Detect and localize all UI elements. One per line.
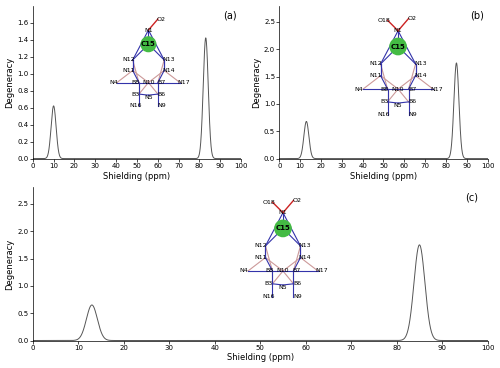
X-axis label: Shielding (ppm): Shielding (ppm) <box>104 171 170 181</box>
X-axis label: Shielding (ppm): Shielding (ppm) <box>226 353 294 362</box>
Text: (c): (c) <box>466 192 478 202</box>
Y-axis label: Degeneracy: Degeneracy <box>6 56 15 108</box>
X-axis label: Shielding (ppm): Shielding (ppm) <box>350 171 417 181</box>
Y-axis label: Degeneracy: Degeneracy <box>252 56 261 108</box>
Text: (a): (a) <box>224 10 237 20</box>
Text: (b): (b) <box>470 10 484 20</box>
Y-axis label: Degeneracy: Degeneracy <box>6 238 15 290</box>
